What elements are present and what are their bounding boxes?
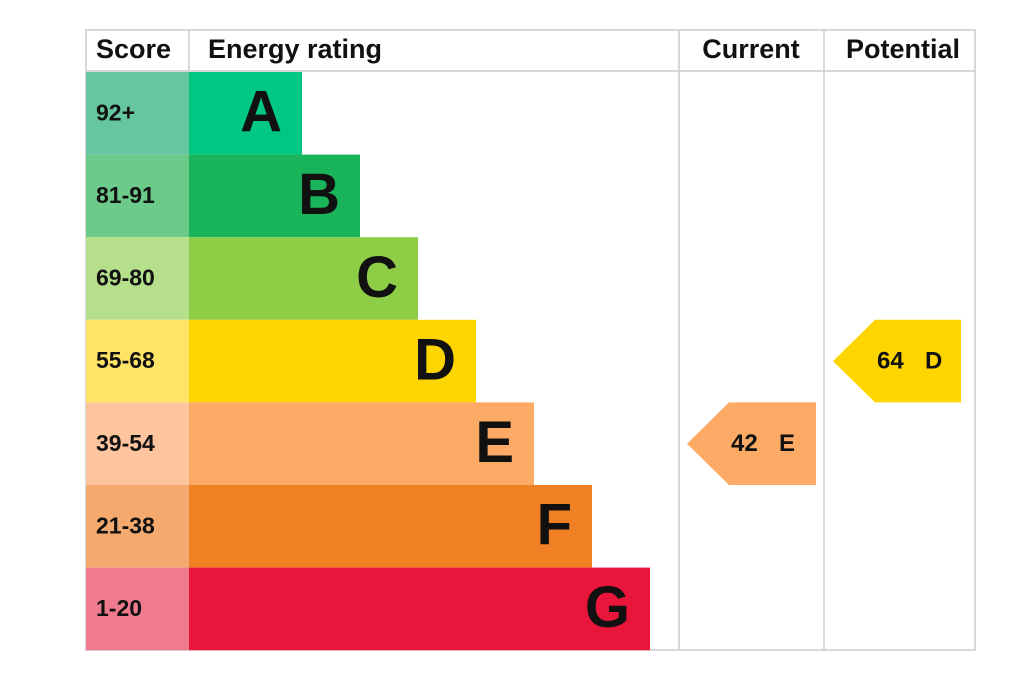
rating-letter: B bbox=[298, 162, 340, 227]
current-arrow bbox=[687, 402, 816, 485]
potential-score: 64 bbox=[877, 347, 904, 374]
score-range: 1-20 bbox=[96, 595, 142, 621]
potential-rating: D bbox=[925, 347, 942, 374]
rating-bar bbox=[189, 567, 650, 651]
rating-bar bbox=[189, 402, 534, 485]
header-potential: Potential bbox=[846, 34, 960, 64]
rating-letter: D bbox=[414, 327, 456, 392]
score-cell bbox=[86, 485, 189, 568]
score-range: 92+ bbox=[96, 99, 135, 125]
score-cell bbox=[86, 237, 189, 320]
rating-bar bbox=[189, 72, 302, 155]
header-current: Current bbox=[702, 34, 800, 64]
score-cell bbox=[86, 154, 189, 238]
rating-letter: G bbox=[585, 575, 630, 640]
score-range: 55-68 bbox=[96, 347, 155, 373]
rating-bar bbox=[189, 237, 418, 320]
score-range: 39-54 bbox=[96, 430, 155, 456]
rating-letter: F bbox=[537, 493, 572, 558]
header-rating: Energy rating bbox=[208, 34, 382, 64]
rating-letter: E bbox=[475, 410, 514, 475]
rating-letter: A bbox=[240, 80, 282, 145]
current-score: 42 bbox=[731, 430, 758, 457]
score-cell bbox=[86, 567, 189, 651]
score-range: 21-38 bbox=[96, 512, 155, 538]
header-score: Score bbox=[96, 34, 171, 64]
rating-bar bbox=[189, 319, 476, 403]
score-cell bbox=[86, 72, 189, 155]
score-cell bbox=[86, 319, 189, 403]
rating-bar bbox=[189, 154, 360, 238]
rating-bar bbox=[189, 485, 592, 568]
potential-arrow bbox=[833, 319, 961, 403]
score-cell bbox=[86, 402, 189, 485]
rating-letter: C bbox=[356, 245, 398, 310]
score-range: 69-80 bbox=[96, 265, 155, 291]
current-rating: E bbox=[779, 430, 795, 457]
score-range: 81-91 bbox=[96, 182, 155, 208]
